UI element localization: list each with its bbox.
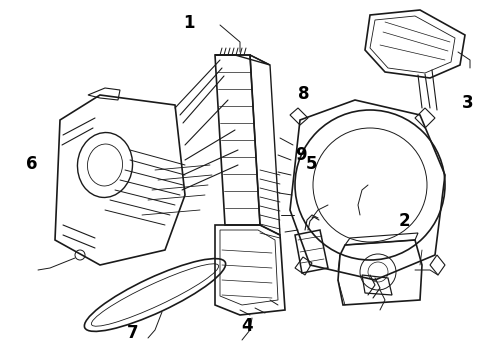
Text: 2: 2 [398,212,410,230]
Text: 7: 7 [126,324,138,342]
Text: 3: 3 [462,94,474,112]
Text: 4: 4 [242,317,253,335]
Text: 9: 9 [295,146,307,164]
Text: 1: 1 [183,14,195,32]
Text: 5: 5 [305,155,317,173]
Text: 8: 8 [298,85,310,103]
Text: 6: 6 [26,155,38,173]
